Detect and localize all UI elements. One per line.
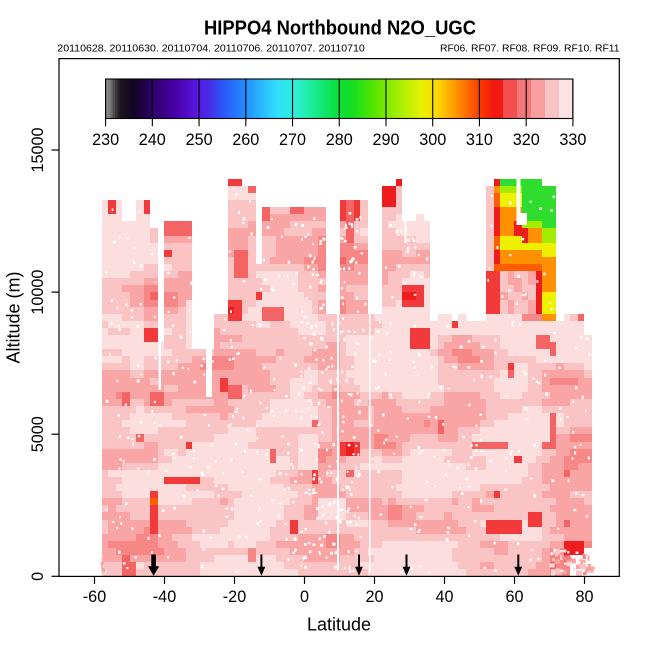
svg-text:0: 0	[300, 588, 309, 606]
svg-text:300: 300	[419, 131, 446, 149]
svg-text:230: 230	[92, 131, 119, 149]
svg-text:15000: 15000	[29, 127, 47, 172]
svg-text:HIPPO4 Northbound N2O_UGC: HIPPO4 Northbound N2O_UGC	[204, 18, 476, 40]
svg-text:270: 270	[279, 131, 306, 149]
svg-text:260: 260	[232, 131, 259, 149]
svg-text:10000: 10000	[29, 270, 47, 315]
svg-text:20110628. 20110630. 20110704.: 20110628. 20110630. 20110704. 20110706. …	[57, 44, 365, 55]
svg-text:80: 80	[575, 588, 593, 606]
svg-text:40: 40	[435, 588, 453, 606]
svg-text:5000: 5000	[29, 416, 47, 452]
svg-text:20: 20	[365, 588, 383, 606]
svg-text:60: 60	[505, 588, 523, 606]
svg-text:-20: -20	[223, 588, 246, 606]
svg-text:Altitude (m): Altitude (m)	[4, 271, 24, 363]
svg-text:310: 310	[466, 131, 493, 149]
svg-text:-40: -40	[153, 588, 176, 606]
svg-text:290: 290	[372, 131, 399, 149]
svg-text:240: 240	[139, 131, 166, 149]
svg-text:250: 250	[186, 131, 213, 149]
svg-text:RF06. RF07. RF08. RF09. RF10.: RF06. RF07. RF08. RF09. RF10. RF11	[440, 44, 620, 55]
svg-text:Latitude: Latitude	[307, 615, 371, 635]
svg-text:330: 330	[559, 131, 586, 149]
svg-text:-60: -60	[83, 588, 106, 606]
svg-text:0: 0	[29, 572, 47, 581]
svg-text:280: 280	[326, 131, 353, 149]
svg-text:320: 320	[513, 131, 540, 149]
